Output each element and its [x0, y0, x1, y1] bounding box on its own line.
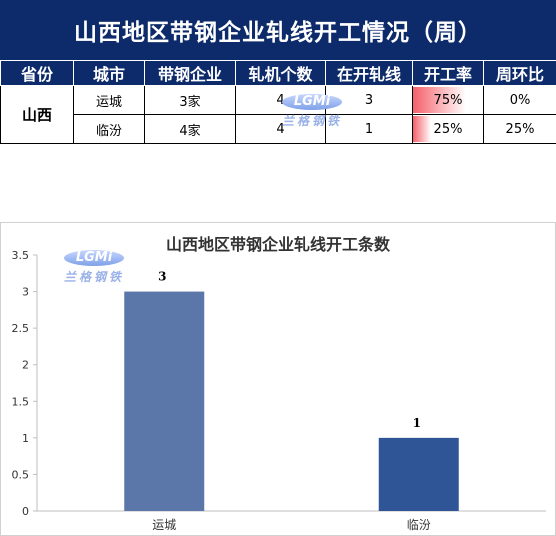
city-cell: 临汾	[73, 114, 145, 144]
rate-value: 75%	[433, 92, 463, 108]
column-header: 在开轧线	[325, 60, 413, 86]
rate-value: 25%	[433, 121, 463, 137]
running-cell: 1	[325, 114, 413, 144]
y-tick-label: 0.5	[12, 468, 30, 481]
mills-cell: 4	[235, 85, 326, 115]
bar	[378, 437, 459, 511]
rate-cell: 75%	[412, 85, 484, 115]
page-title: 山西地区带钢企业轧线开工情况（周）	[0, 0, 556, 60]
column-header: 城市	[73, 60, 145, 86]
running-cell: 3	[325, 85, 413, 115]
companies-cell: 4家	[144, 114, 236, 144]
rate-bar	[413, 116, 431, 142]
y-tick-label: 1.5	[12, 395, 30, 408]
y-tick-label: 3.5	[12, 249, 30, 262]
column-header: 轧机个数	[235, 60, 326, 86]
x-tick-label: 临汾	[407, 518, 431, 532]
chart-title: 山西地区带钢企业轧线开工条数	[165, 235, 390, 254]
column-header: 周环比	[483, 60, 556, 86]
y-tick-label: 2.5	[12, 322, 30, 335]
table-row: 临汾 4家 4 1 25% 25%	[1, 114, 556, 144]
table-row: 山西 运城 3家 4 3 75% 0%	[0, 85, 556, 144]
y-tick-label: 1	[22, 432, 29, 445]
table-header-row: 省份 城市 带钢企业 轧机个数 在开轧线 开工率 周环比	[0, 60, 556, 86]
mills-cell: 4	[235, 114, 326, 144]
data-label: 3	[158, 270, 166, 284]
province-cell: 山西	[0, 85, 74, 144]
y-tick-label: 2	[22, 359, 29, 372]
column-header: 省份	[0, 60, 74, 86]
data-label: 1	[413, 416, 421, 430]
bar	[124, 291, 205, 511]
column-header: 带钢企业	[144, 60, 236, 86]
rate-cell: 25%	[412, 114, 484, 144]
y-tick-label: 0	[22, 505, 29, 518]
city-cell: 运城	[73, 85, 145, 115]
wow-cell: 0%	[483, 85, 556, 115]
rate-bar	[413, 87, 466, 113]
bar-chart: 0 0.5 1 1.5 2 2.5 3 3.5 3 运城 1 临汾	[12, 249, 546, 532]
companies-cell: 3家	[144, 85, 236, 115]
wow-cell: 25%	[483, 114, 556, 144]
x-tick-label: 运城	[152, 518, 176, 532]
status-table: 省份 城市 带钢企业 轧机个数 在开轧线 开工率 周环比 山西 运城 3家 4 …	[0, 60, 556, 144]
y-tick-label: 3	[22, 286, 29, 299]
column-header: 开工率	[412, 60, 484, 86]
